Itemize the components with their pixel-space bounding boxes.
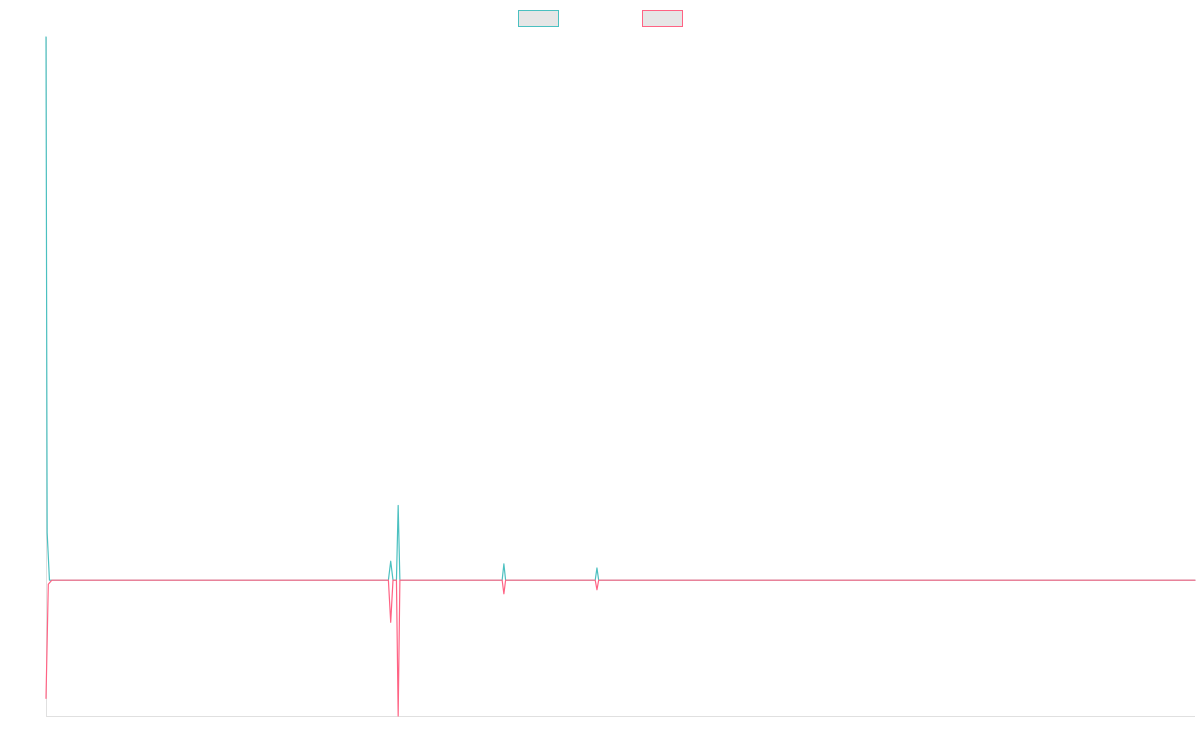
legend-swatch-series-2[interactable] [642, 10, 683, 27]
plot-area [45, 36, 1196, 717]
series-line-2 [45, 579, 1196, 717]
series-layer [45, 36, 1196, 717]
legend-swatch-series-1[interactable] [518, 10, 559, 27]
series-line-1 [45, 36, 1196, 581]
legend[interactable] [518, 10, 683, 27]
